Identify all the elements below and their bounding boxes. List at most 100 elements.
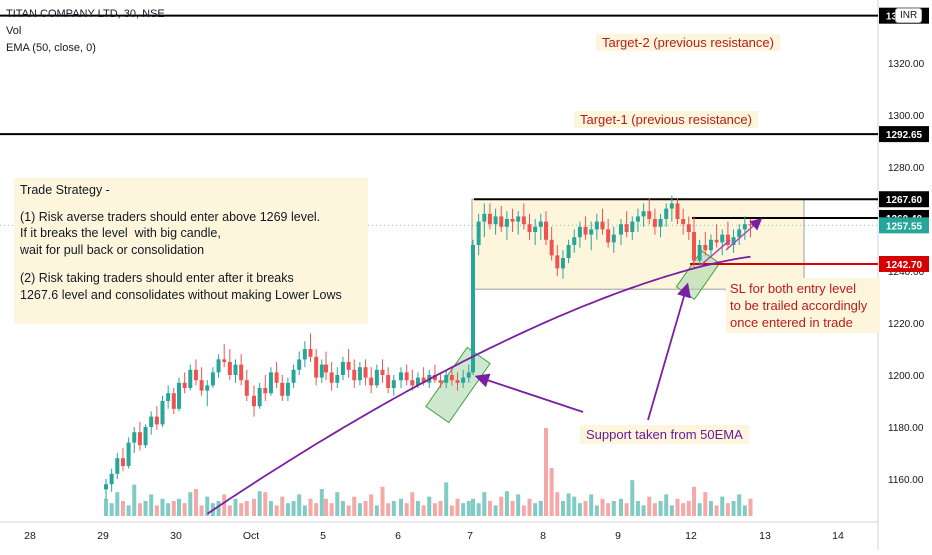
candle-body[interactable]: [149, 416, 154, 427]
candle-body[interactable]: [268, 372, 273, 394]
candle-body[interactable]: [461, 377, 466, 383]
candle-body[interactable]: [466, 372, 471, 378]
candle-body[interactable]: [132, 432, 137, 443]
candle-body[interactable]: [697, 245, 702, 261]
candle-body[interactable]: [504, 219, 509, 227]
candle-body[interactable]: [630, 221, 635, 232]
candle-body[interactable]: [516, 216, 521, 222]
candle-body[interactable]: [624, 224, 629, 232]
candle-body[interactable]: [455, 380, 460, 383]
support-note[interactable]: Support taken from 50EMA: [580, 425, 749, 444]
candle-body[interactable]: [302, 349, 307, 360]
candle-body[interactable]: [171, 393, 176, 409]
target2-note[interactable]: Target-2 (previous resistance): [596, 34, 780, 51]
candle-body[interactable]: [324, 364, 328, 373]
candle-body[interactable]: [493, 216, 498, 225]
candle-body[interactable]: [583, 226, 588, 235]
support-arrow-1[interactable]: [474, 373, 584, 413]
candle-body[interactable]: [216, 359, 221, 373]
candle-body[interactable]: [391, 380, 396, 388]
candle-body[interactable]: [731, 237, 736, 245]
candle-body[interactable]: [692, 232, 696, 261]
candle-body[interactable]: [720, 234, 725, 243]
candle-body[interactable]: [314, 356, 319, 378]
candle-body[interactable]: [199, 380, 204, 391]
candle-body[interactable]: [476, 221, 481, 245]
candle-body[interactable]: [239, 364, 244, 381]
candle-body[interactable]: [606, 229, 611, 243]
candle-body[interactable]: [233, 364, 238, 375]
candle-body[interactable]: [319, 364, 324, 378]
candle-body[interactable]: [177, 382, 181, 409]
candle-body[interactable]: [363, 367, 368, 378]
candle-body[interactable]: [444, 375, 449, 383]
candle-body[interactable]: [438, 380, 443, 383]
candle-body[interactable]: [285, 382, 290, 396]
candle-body[interactable]: [346, 362, 351, 370]
candle-body[interactable]: [222, 359, 227, 362]
candle-body[interactable]: [297, 359, 302, 370]
candle-body[interactable]: [160, 401, 165, 425]
candle-body[interactable]: [449, 375, 454, 381]
candle-body[interactable]: [549, 239, 554, 256]
candle-body[interactable]: [577, 226, 582, 238]
ema-legend[interactable]: EMA (50, close, 0): [6, 42, 96, 54]
candle-body[interactable]: [280, 382, 285, 396]
candle-body[interactable]: [410, 380, 415, 386]
candle-body[interactable]: [421, 377, 426, 383]
candle-body[interactable]: [538, 221, 543, 227]
candle-body[interactable]: [404, 372, 409, 381]
candle-body[interactable]: [193, 369, 198, 381]
candle-body[interactable]: [560, 258, 565, 269]
candle-body[interactable]: [600, 221, 605, 230]
candle-body[interactable]: [471, 245, 475, 373]
candle-body[interactable]: [357, 367, 362, 381]
candle-body[interactable]: [566, 245, 571, 258]
candle-body[interactable]: [675, 203, 680, 219]
candle-body[interactable]: [652, 219, 657, 227]
candle-body[interactable]: [714, 239, 719, 243]
candle-body[interactable]: [374, 369, 379, 386]
candle-body[interactable]: [227, 362, 232, 375]
candle-body[interactable]: [210, 372, 215, 386]
stop-loss-note[interactable]: SL for both entry level to be trailed ac…: [726, 278, 880, 333]
candle-body[interactable]: [482, 213, 487, 222]
candle-body[interactable]: [188, 369, 193, 388]
candle-body[interactable]: [109, 473, 114, 485]
candle-body[interactable]: [664, 208, 669, 219]
candle-body[interactable]: [399, 372, 403, 381]
candle-body[interactable]: [521, 216, 526, 225]
ema50-line[interactable]: [206, 255, 751, 515]
candle-body[interactable]: [308, 349, 313, 357]
price-badge-target1[interactable]: [879, 126, 929, 143]
candle-body[interactable]: [369, 377, 374, 386]
candle-body[interactable]: [487, 213, 492, 225]
candle-body[interactable]: [510, 219, 515, 222]
candle-body[interactable]: [386, 375, 391, 388]
candle-body[interactable]: [126, 442, 131, 466]
target1-note[interactable]: Target-1 (previous resistance): [574, 111, 758, 128]
candle-body[interactable]: [120, 458, 125, 466]
candle-body[interactable]: [380, 369, 385, 375]
candle-body[interactable]: [166, 393, 171, 401]
candle-body[interactable]: [527, 224, 532, 232]
candle-body[interactable]: [104, 484, 108, 490]
candle-body[interactable]: [143, 427, 148, 446]
support-arrow-2[interactable]: [647, 282, 691, 421]
price-badge-last-price[interactable]: [879, 217, 929, 234]
candle-body[interactable]: [589, 229, 594, 235]
candle-body[interactable]: [329, 372, 334, 383]
candle-body[interactable]: [335, 375, 340, 383]
candle-body[interactable]: [544, 221, 548, 240]
candle-body[interactable]: [244, 380, 249, 396]
candle-body[interactable]: [115, 458, 120, 474]
candle-body[interactable]: [274, 372, 279, 383]
price-badge-range-top[interactable]: [879, 191, 929, 208]
candle-body[interactable]: [182, 382, 187, 388]
candle-body[interactable]: [205, 385, 210, 391]
candle-body[interactable]: [432, 375, 437, 381]
candle-body[interactable]: [291, 369, 296, 383]
candle-body[interactable]: [737, 229, 742, 238]
